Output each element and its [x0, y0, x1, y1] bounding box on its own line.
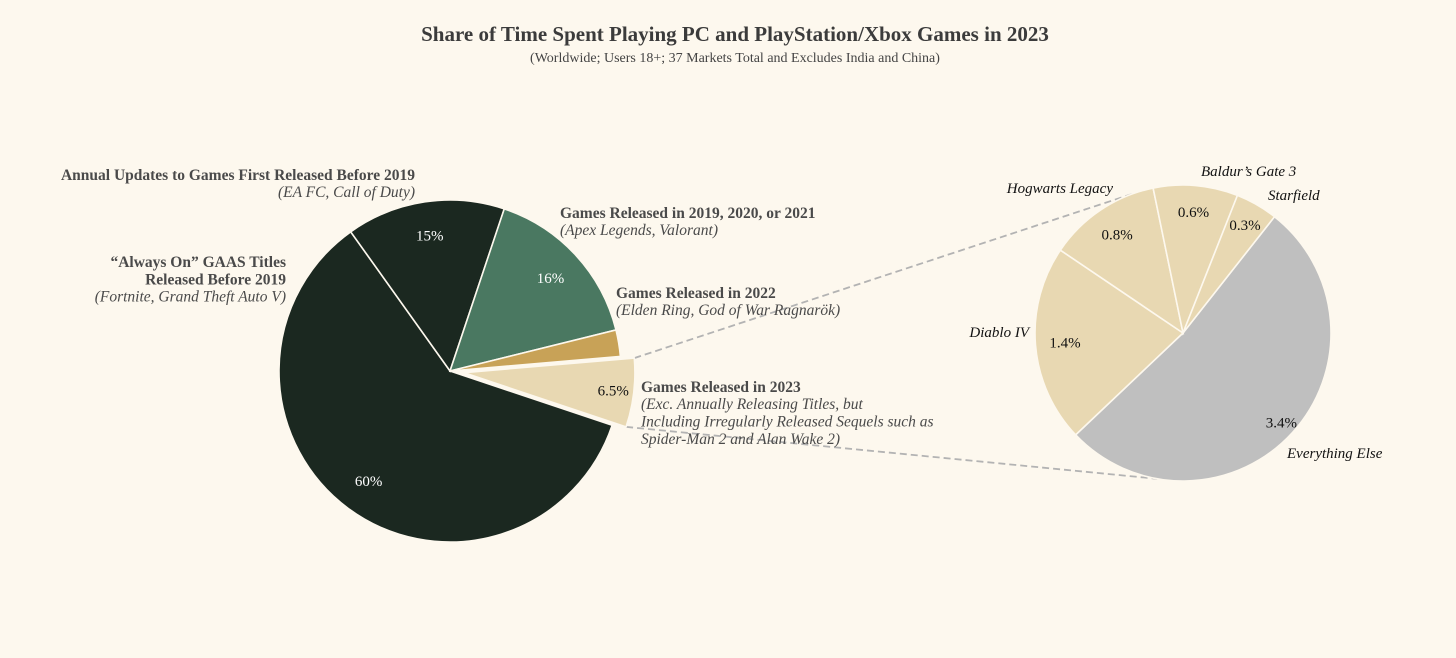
- main-slice-annual: [349, 199, 506, 373]
- detail-name-label-everything: Everything Else: [1286, 446, 1383, 462]
- category-examples-y2023-line-0: (Exc. Annually Releasing Titles, but: [641, 396, 864, 413]
- detail-slice-everything: [1074, 215, 1332, 482]
- detail-slice-diablo: [1034, 249, 1185, 436]
- detail-name-label-starfield: Starfield: [1268, 188, 1320, 204]
- category-name-annual-line-0: Annual Updates to Games First Released B…: [61, 167, 415, 184]
- detail-slice-starfield: [1182, 194, 1276, 334]
- category-name-gaas-line-0: “Always On” GAAS Titles: [110, 254, 286, 271]
- main-slice-y2019: [448, 207, 617, 373]
- main-slice-y2022: [449, 328, 622, 372]
- main-value-label-y2019: 16%: [537, 271, 565, 287]
- category-examples-annual-line-0: (EA FC, Call of Duty): [278, 184, 415, 201]
- detail-name-label-hogwarts: Hogwarts Legacy: [1006, 181, 1114, 197]
- category-examples-y2019-line-0: (Apex Legends, Valorant): [560, 222, 718, 239]
- detail-slice-hogwarts: [1059, 187, 1185, 335]
- slice-labels: 60% 15% 16% 6.5% 3.4% 1.4% 0.8% 0.6% 0.3% Everyth…: [61, 164, 1383, 490]
- category-name-y2023-line-0: Games Released in 2023: [641, 379, 801, 396]
- connector-lines: [626, 193, 1158, 480]
- category-examples-gaas-line-0: (Fortnite, Grand Theft Auto V): [95, 289, 286, 306]
- chart-title: Share of Time Spent Playing PC and PlayS…: [421, 22, 1049, 46]
- detail-slice-baldur: [1152, 184, 1239, 336]
- connector-line-bottom: [626, 426, 1158, 480]
- detail-value-label-hogwarts: 0.8%: [1101, 228, 1132, 244]
- category-examples-y2023-line-1: Including Irregularly Released Sequels s…: [640, 414, 934, 431]
- detail-value-label-baldur: 0.6%: [1178, 205, 1209, 221]
- chart-subtitle: (Worldwide; Users 18+; 37 Markets Total …: [530, 51, 940, 66]
- main-value-label-gaas: 60%: [355, 474, 383, 490]
- main-value-label-annual: 15%: [416, 229, 444, 245]
- category-examples-y2023-line-2: Spider-Man 2 and Alan Wake 2): [641, 431, 840, 448]
- category-name-gaas-line-1: Released Before 2019: [145, 272, 286, 289]
- main-value-label-y2023: 6.5%: [598, 384, 629, 400]
- detail-value-label-diablo: 1.4%: [1049, 336, 1080, 352]
- detail-name-label-baldur: Baldur’s Gate 3: [1201, 164, 1296, 180]
- main-pie: [278, 199, 636, 543]
- detail-name-label-diablo: Diablo IV: [968, 325, 1030, 341]
- detail-pie: [1034, 184, 1332, 482]
- category-name-y2019-line-0: Games Released in 2019, 2020, or 2021: [560, 205, 815, 222]
- category-examples-y2022-line-0: (Elden Ring, God of War Ragnarök): [616, 302, 840, 319]
- main-slice-gaas: [278, 230, 614, 543]
- detail-value-label-everything: 3.4%: [1266, 416, 1297, 432]
- category-name-y2022-line-0: Games Released in 2022: [616, 285, 776, 302]
- main-slice-y2023: [463, 357, 636, 428]
- detail-value-label-starfield: 0.3%: [1229, 218, 1260, 234]
